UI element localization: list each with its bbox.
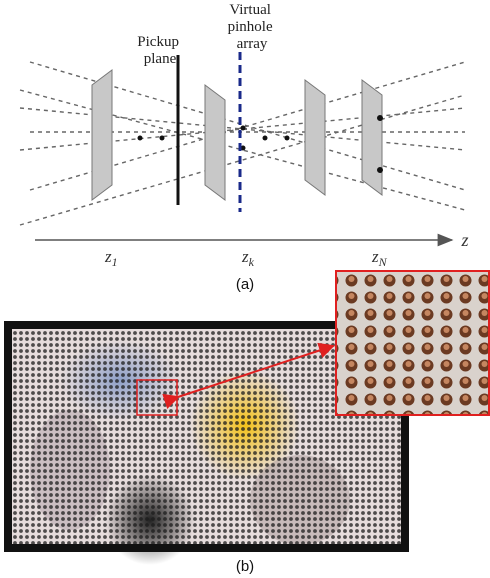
- axis-label-subscript: N: [378, 255, 388, 269]
- pickup-plane-label: Pickup plane: [137, 34, 182, 67]
- figure: Pickup plane Virtual pinhole array z z1z…: [0, 0, 490, 578]
- caption-a: (a): [236, 276, 254, 293]
- axis-label: zN: [371, 247, 388, 269]
- pinhole-array-label: Virtual pinhole array: [228, 2, 277, 52]
- axis-name: z: [460, 230, 468, 250]
- axis-label: z1: [104, 247, 118, 269]
- axis-label: zk: [241, 247, 255, 269]
- points: [138, 115, 384, 173]
- caption-b: (b): [236, 558, 254, 575]
- ray-lines: [20, 62, 465, 225]
- axis-label-subscript: 1: [112, 255, 118, 269]
- axis-label-subscript: k: [249, 255, 255, 269]
- zoom-inset: [336, 271, 489, 415]
- axis-labels: z1 zk zN: [104, 247, 388, 269]
- planes: [92, 70, 382, 200]
